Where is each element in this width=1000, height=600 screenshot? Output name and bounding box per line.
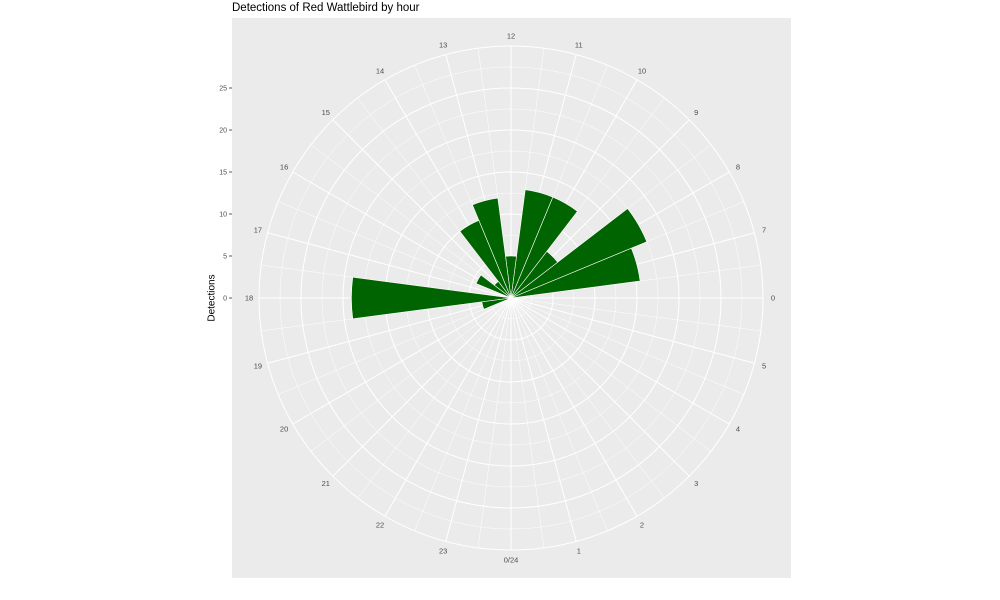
- grid-spoke: [332, 119, 512, 299]
- hour-label-6: 0: [771, 294, 775, 303]
- bar-8: [510, 208, 648, 299]
- grid-spoke-minor: [510, 297, 744, 395]
- chart-title: Detections of Red Wattlebird by hour: [232, 2, 420, 14]
- hour-label-15: 15: [322, 108, 330, 117]
- grid-spoke-minor: [510, 297, 761, 332]
- grid-spoke-minor: [510, 297, 545, 548]
- hour-label-17: 17: [254, 226, 262, 235]
- grid-spoke: [510, 297, 638, 517]
- y-tick-label: 25: [219, 86, 227, 93]
- grid-spoke: [292, 171, 512, 299]
- grid-spoke: [510, 297, 690, 477]
- grid-spoke: [510, 297, 577, 542]
- hour-label-19: 19: [254, 361, 262, 370]
- bar-16: [475, 274, 512, 299]
- grid-spoke: [332, 297, 512, 477]
- grid-spoke: [510, 297, 755, 364]
- bar-18: [351, 276, 512, 320]
- y-tick-label: 10: [219, 212, 227, 219]
- hour-label-3: 3: [694, 479, 698, 488]
- y-tick-label: 0: [223, 296, 227, 303]
- hour-label-5: 5: [762, 361, 766, 370]
- hour-label-23: 23: [439, 547, 447, 556]
- grid-spoke-minor: [510, 297, 608, 531]
- grid-spoke: [384, 297, 512, 517]
- grid-spoke: [267, 297, 512, 364]
- hour-label-21: 21: [322, 479, 330, 488]
- grid-spoke-minor: [510, 297, 665, 499]
- hour-label-0/24: 0/24: [504, 556, 519, 565]
- bar-14: [459, 220, 512, 299]
- grid-spoke: [510, 297, 730, 425]
- grid-spoke: [445, 297, 512, 542]
- hour-label-12: 12: [507, 32, 515, 41]
- hour-label-16: 16: [280, 163, 288, 172]
- y-tick-label: 20: [219, 128, 227, 135]
- hour-label-18: 18: [245, 294, 253, 303]
- grid-spoke-minor: [477, 297, 512, 548]
- hour-label-11: 11: [575, 40, 583, 49]
- hour-label-7: 7: [762, 226, 766, 235]
- hour-label-8: 8: [736, 163, 740, 172]
- grid-spoke-minor: [414, 297, 512, 531]
- grid-spoke-minor: [278, 297, 512, 395]
- y-tick-label: 5: [223, 254, 227, 261]
- grid-spoke: [292, 297, 512, 425]
- bar-19: [481, 297, 512, 310]
- hour-label-14: 14: [376, 67, 384, 76]
- grid-spoke-minor: [510, 297, 712, 452]
- hour-label-13: 13: [439, 40, 447, 49]
- y-tick-label: 15: [219, 170, 227, 177]
- grid-spoke-minor: [310, 297, 512, 452]
- grid-spoke: [267, 232, 512, 299]
- hour-label-20: 20: [280, 425, 288, 434]
- hour-label-2: 2: [640, 520, 644, 529]
- hour-label-1: 1: [577, 547, 581, 556]
- hour-label-9: 9: [694, 108, 698, 117]
- grid-spoke-minor: [310, 144, 512, 299]
- hour-label-22: 22: [376, 520, 384, 529]
- hour-label-4: 4: [736, 425, 740, 434]
- grid-spoke-minor: [357, 297, 512, 499]
- hour-label-10: 10: [638, 67, 646, 76]
- bar-13: [472, 197, 512, 299]
- bar-11: [510, 189, 554, 299]
- grid-spoke-minor: [278, 201, 512, 299]
